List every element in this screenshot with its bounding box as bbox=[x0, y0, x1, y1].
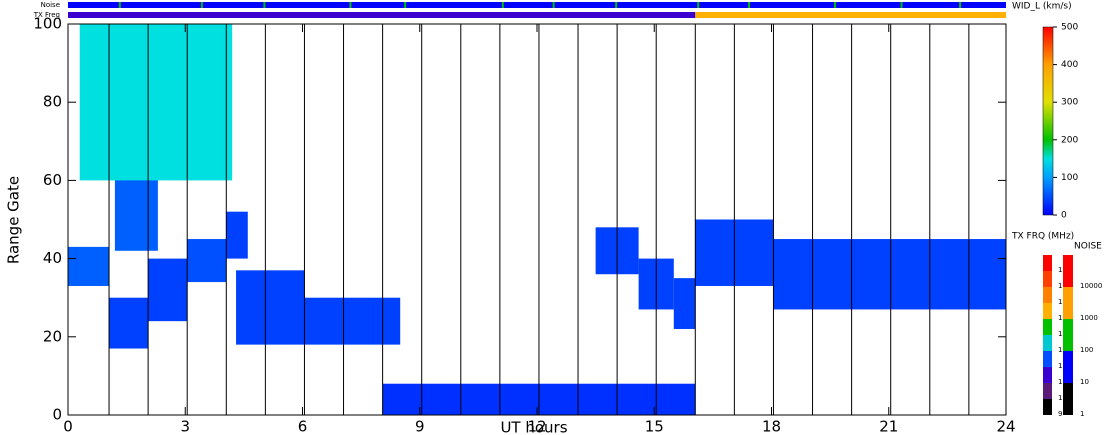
noise-bar-title: NOISE bbox=[1074, 242, 1102, 252]
x-axis-label: UT hours bbox=[500, 419, 567, 435]
noise-spike bbox=[349, 2, 352, 8]
x-tick-label: 12 bbox=[527, 418, 546, 435]
x-tick-label: 15 bbox=[645, 418, 664, 435]
noise-level-label: 100 bbox=[1080, 346, 1093, 354]
noise-spike bbox=[552, 2, 555, 8]
tx-color-swatch bbox=[1043, 399, 1052, 415]
echo-cell bbox=[79, 24, 233, 181]
tx-level-label: 18 bbox=[1058, 266, 1067, 274]
noise-color-swatch bbox=[1063, 319, 1073, 351]
tx-level-label: 17 bbox=[1058, 282, 1067, 290]
echo-cell bbox=[187, 239, 227, 283]
y-tick-label: 0 bbox=[52, 406, 62, 424]
echo-cell bbox=[148, 258, 188, 322]
noise-spike bbox=[959, 2, 962, 8]
echo-cell bbox=[304, 297, 401, 345]
noise-spike bbox=[118, 2, 121, 8]
y-tick-label: 60 bbox=[43, 171, 62, 189]
noise-spike bbox=[501, 2, 504, 8]
x-tick-label: 21 bbox=[879, 418, 898, 435]
x-tick-label: 6 bbox=[298, 418, 308, 435]
tx-level-label: 16 bbox=[1058, 298, 1067, 306]
tx-strip bbox=[695, 12, 1006, 18]
noise-spike bbox=[748, 2, 751, 8]
tx-color-swatch bbox=[1043, 383, 1052, 399]
echo-cell bbox=[226, 211, 248, 259]
x-tick-label: 9 bbox=[415, 418, 425, 435]
tx-level-label: 11 bbox=[1058, 378, 1067, 386]
x-tick-label: 3 bbox=[180, 418, 190, 435]
width-colorbar bbox=[1042, 26, 1054, 216]
tx-level-label: 12 bbox=[1058, 362, 1067, 370]
tx-level-label: 13 bbox=[1058, 346, 1067, 354]
tx-strip bbox=[68, 12, 696, 18]
noise-level-label: 10000 bbox=[1080, 282, 1102, 290]
x-tick-label: 0 bbox=[63, 418, 73, 435]
noise-color-swatch bbox=[1063, 255, 1073, 287]
y-tick-label: 100 bbox=[33, 15, 62, 33]
noise-spike bbox=[404, 2, 407, 8]
noise-spike bbox=[615, 2, 618, 8]
tx-level-label: 15 bbox=[1058, 314, 1067, 322]
tx-level-label: 10 bbox=[1058, 394, 1067, 402]
tx-color-swatch bbox=[1043, 335, 1052, 351]
echo-cell bbox=[773, 239, 891, 310]
tx-color-swatch bbox=[1043, 255, 1052, 271]
echo-cell bbox=[673, 278, 696, 329]
noise-color-swatch bbox=[1063, 287, 1073, 319]
y-tick-label: 80 bbox=[43, 93, 62, 111]
echo-cell bbox=[114, 172, 158, 251]
echo-cell bbox=[236, 270, 305, 345]
tx-color-swatch bbox=[1043, 367, 1052, 383]
tx-color-swatch bbox=[1043, 287, 1052, 303]
noise-spike bbox=[834, 2, 837, 8]
tx-color-swatch bbox=[1043, 303, 1052, 319]
noise-color-swatch bbox=[1063, 383, 1073, 415]
tx-level-label: 14 bbox=[1058, 330, 1067, 338]
noise-level-label: 10 bbox=[1080, 378, 1089, 386]
noise-level-label: 1 bbox=[1080, 410, 1084, 418]
colorbar-tick-label: 500 bbox=[1061, 23, 1078, 33]
noise-spike bbox=[200, 2, 203, 8]
echo-cell bbox=[109, 297, 149, 349]
tx-level-label: 9 bbox=[1058, 410, 1062, 418]
noise-label: Noise bbox=[41, 1, 60, 9]
noise-level-label: 1000 bbox=[1080, 314, 1098, 322]
noise-spike bbox=[900, 2, 903, 8]
tx-color-swatch bbox=[1043, 351, 1052, 367]
x-tick-label: 18 bbox=[762, 418, 781, 435]
noise-color-swatch bbox=[1063, 351, 1073, 383]
colorbar-tick-label: 200 bbox=[1061, 135, 1078, 145]
noise-spike bbox=[697, 2, 700, 8]
colorbar-tick-label: 400 bbox=[1061, 60, 1078, 70]
width-bar-title: WID_L (km/s) bbox=[1012, 2, 1072, 12]
echo-cell bbox=[890, 239, 1006, 310]
tx-color-swatch bbox=[1043, 271, 1052, 287]
noise-strip bbox=[68, 2, 1006, 8]
noise-spike bbox=[263, 2, 266, 8]
tx-color-swatch bbox=[1043, 319, 1052, 335]
x-tick-label: 24 bbox=[996, 418, 1015, 435]
colorbar-tick-label: 0 bbox=[1061, 211, 1067, 221]
y-tick-label: 40 bbox=[43, 249, 62, 267]
colorbar-tick-label: 300 bbox=[1061, 98, 1078, 108]
y-tick-label: 20 bbox=[43, 327, 62, 345]
echo-cell bbox=[68, 246, 110, 286]
y-axis-label: Range Gate bbox=[5, 176, 23, 264]
tx-bar-title: TX FRQ (MHz) bbox=[1011, 232, 1074, 242]
colorbar-tick-label: 100 bbox=[1061, 173, 1078, 183]
tx-label: TX Freq bbox=[33, 11, 60, 19]
